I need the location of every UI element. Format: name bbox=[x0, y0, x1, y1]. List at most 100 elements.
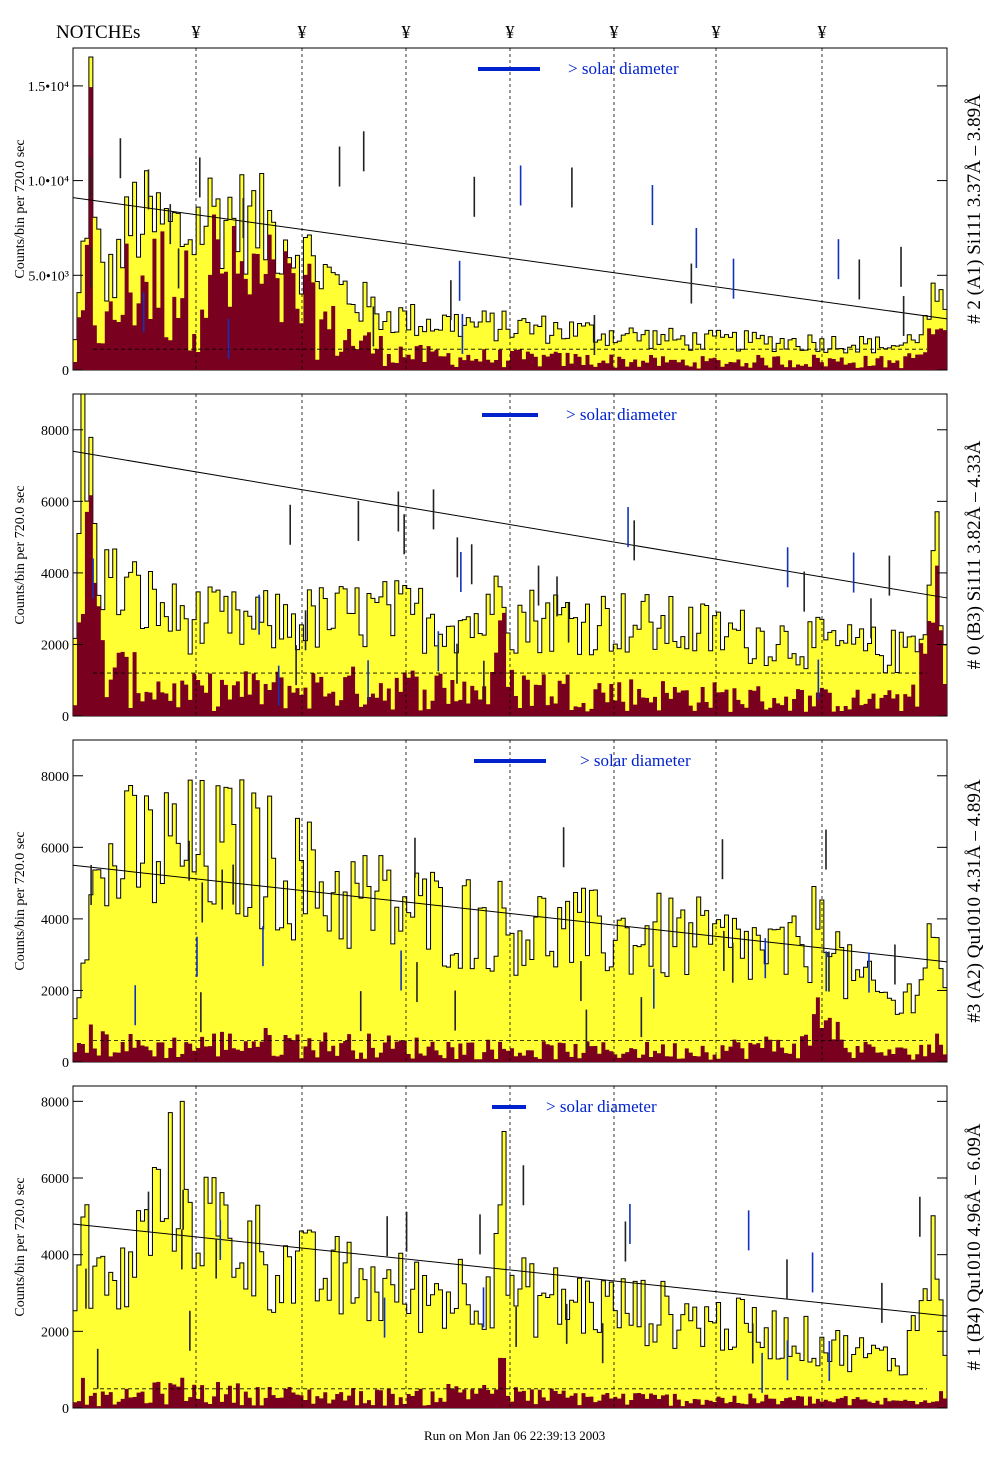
line-annotation bbox=[295, 645, 297, 686]
line-annotation bbox=[825, 951, 828, 992]
line-annotation bbox=[519, 165, 522, 206]
line-annotation bbox=[562, 827, 565, 868]
line-annotation bbox=[580, 961, 582, 1002]
y-tick-label: 2000 bbox=[41, 984, 69, 999]
y-tick-label: 2000 bbox=[41, 1325, 69, 1340]
line-annotation bbox=[653, 968, 655, 1009]
line-annotation bbox=[85, 1268, 87, 1309]
line-annotation bbox=[386, 1216, 388, 1257]
y-tick-label: 1.0•10⁴ bbox=[28, 175, 69, 190]
line-annotation bbox=[761, 1352, 763, 1393]
line-annotation bbox=[397, 491, 400, 532]
y-axis-label: Counts/bin per 720.0 sec bbox=[13, 139, 28, 278]
line-annotation bbox=[147, 1191, 150, 1232]
line-annotation bbox=[289, 504, 292, 545]
y-tick-label: 8000 bbox=[41, 770, 69, 785]
line-annotation bbox=[432, 489, 435, 530]
line-annotation bbox=[651, 185, 654, 226]
line-annotation bbox=[627, 507, 629, 548]
line-annotation bbox=[456, 643, 458, 684]
line-annotation bbox=[870, 598, 872, 639]
line-annotation bbox=[169, 204, 172, 245]
line-annotation bbox=[825, 829, 827, 870]
line-annotation bbox=[881, 1282, 883, 1323]
notch-header: NOTCHEs ¥ ¥ ¥ ¥ ¥ ¥ ¥ bbox=[56, 22, 827, 43]
line-annotation bbox=[198, 157, 201, 198]
trend-line bbox=[72, 450, 948, 599]
line-annotation bbox=[338, 146, 341, 187]
line-annotation bbox=[811, 1252, 814, 1293]
line-annotation bbox=[695, 228, 698, 269]
line-annotation bbox=[181, 1229, 183, 1270]
line-annotation bbox=[219, 1219, 222, 1260]
notch-glyph: ¥ bbox=[402, 22, 411, 42]
line-annotation bbox=[731, 942, 734, 983]
y-tick-label: 5.0•10³ bbox=[28, 269, 69, 284]
line-annotation bbox=[515, 1306, 517, 1347]
line-annotation bbox=[182, 1189, 184, 1230]
trend-line bbox=[72, 197, 948, 320]
line-annotation bbox=[721, 839, 724, 880]
chart-panel-0: 0 5.0•10³ 1.0•10⁴ 1.5•10⁴ Counts/bin per 720… bbox=[13, 47, 985, 379]
line-annotation bbox=[888, 555, 891, 596]
line-annotation bbox=[403, 514, 405, 555]
line-annotation bbox=[894, 944, 896, 985]
y-tick-label: 4000 bbox=[41, 567, 69, 582]
line-annotation bbox=[367, 660, 369, 701]
line-annotation bbox=[177, 248, 180, 289]
line-annotation bbox=[357, 500, 360, 541]
line-annotation bbox=[786, 1259, 788, 1300]
line-annotation bbox=[96, 1348, 99, 1389]
line-annotation bbox=[437, 631, 440, 672]
line-annotation bbox=[454, 990, 456, 1031]
line-annotation bbox=[201, 882, 204, 923]
total-counts-histogram bbox=[72, 393, 948, 717]
line-annotation bbox=[751, 1323, 754, 1364]
line-annotation bbox=[483, 660, 485, 701]
line-annotation bbox=[304, 610, 307, 651]
notch-glyph: ¥ bbox=[192, 22, 201, 42]
line-annotation bbox=[414, 837, 416, 878]
line-annotation bbox=[640, 997, 643, 1038]
line-annotation bbox=[90, 865, 92, 906]
line-annotation bbox=[868, 952, 870, 993]
y-tick-label: 0 bbox=[62, 710, 69, 725]
y-tick-label: 2000 bbox=[41, 638, 69, 653]
panel-label: # 1 (B4) Qu1010 4.96Å – 6.09Å bbox=[964, 1123, 985, 1370]
line-annotation bbox=[89, 247, 92, 288]
line-annotation bbox=[227, 318, 230, 359]
line-annotation bbox=[556, 576, 558, 617]
chart-panel-3: 0 2000 4000 6000 8000 Counts/bin per 720.0 se… bbox=[13, 1085, 985, 1417]
component-counts-histogram bbox=[73, 87, 947, 370]
line-annotation bbox=[633, 520, 635, 561]
component-counts-histogram bbox=[73, 1357, 947, 1408]
line-annotation bbox=[147, 169, 150, 210]
line-annotation bbox=[456, 537, 459, 578]
line-annotation bbox=[359, 991, 362, 1032]
y-tick-label: 0 bbox=[62, 364, 69, 379]
line-annotation bbox=[585, 1009, 588, 1050]
y-tick-label: 0 bbox=[62, 1402, 69, 1417]
line-annotation bbox=[189, 1310, 191, 1351]
chart-panel-1: 0 2000 4000 6000 8000 Counts/bin per 720.0 se… bbox=[13, 393, 985, 725]
line-annotation bbox=[221, 869, 223, 910]
notch-markers: ¥ ¥ ¥ ¥ ¥ ¥ ¥ bbox=[192, 22, 827, 42]
line-annotation bbox=[723, 930, 725, 971]
notch-glyph: ¥ bbox=[298, 22, 307, 42]
line-annotation bbox=[593, 315, 596, 356]
legend-text: > solar diameter bbox=[566, 405, 677, 424]
y-tick-label: 1.5•10⁴ bbox=[28, 80, 69, 95]
panel-label: # 2 (A1) Si111 3.37Å – 3.89Å bbox=[964, 94, 985, 324]
line-annotation bbox=[828, 951, 830, 992]
notches-label: NOTCHEs bbox=[56, 22, 140, 43]
line-annotation bbox=[383, 1297, 386, 1338]
panel-label: # 0 (B3) Si111 3.82Å – 4.33Å bbox=[964, 440, 985, 669]
line-annotation bbox=[232, 864, 234, 905]
legend-text: > solar diameter bbox=[546, 1097, 657, 1116]
y-tick-label: 6000 bbox=[41, 1172, 69, 1187]
run-timestamp: Run on Mon Jan 06 22:39:13 2003 bbox=[424, 1428, 605, 1443]
line-annotation bbox=[629, 1203, 631, 1244]
line-annotation bbox=[764, 938, 767, 979]
line-annotation bbox=[786, 1340, 789, 1381]
